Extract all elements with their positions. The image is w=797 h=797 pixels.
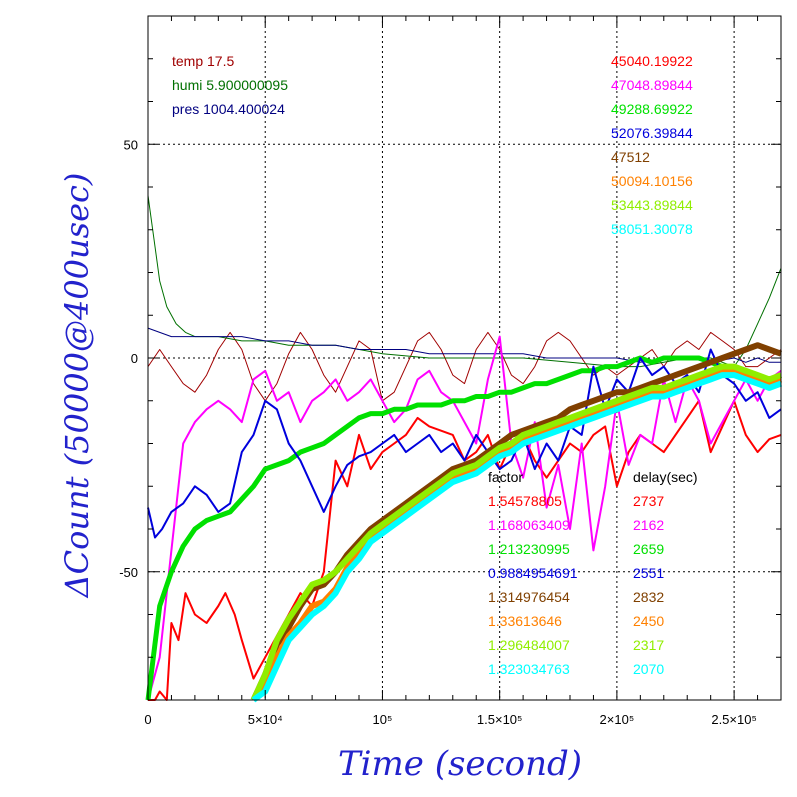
series-lines xyxy=(145,335,783,703)
series-mean-label: 58051.30078 xyxy=(611,221,693,237)
y-axis-title: ΔCount (50000@400usec) xyxy=(58,173,96,600)
y-tick-label: -50 xyxy=(119,565,138,580)
series-mean-label: 47512 xyxy=(611,149,650,165)
series-mean-label: 49288.69922 xyxy=(611,101,693,117)
factor-value: 1.213230995 xyxy=(488,541,570,557)
x-tick-label: 1.5×10⁵ xyxy=(477,712,523,727)
delay-value: 2659 xyxy=(633,541,664,557)
delay-value: 2162 xyxy=(633,517,664,533)
series-line xyxy=(148,399,782,701)
y-tick-labels: -50 0 50 xyxy=(119,137,138,580)
x-tick-labels: 0 5×10⁴ 10⁵ 1.5×10⁵ 2×10⁵ 2.5×10⁵ xyxy=(144,712,756,727)
delay-value: 2070 xyxy=(633,661,664,677)
delay-value: 2317 xyxy=(633,637,664,653)
env-label: pres 1004.400024 xyxy=(172,101,285,117)
y-tick-label: 50 xyxy=(124,137,138,152)
factor-header: factor xyxy=(488,469,523,485)
env-label: temp 17.5 xyxy=(172,53,234,69)
factor-value: 1.168063409 xyxy=(488,517,570,533)
tick-marks xyxy=(147,15,782,701)
factor-value: 1.314976454 xyxy=(488,589,570,605)
x-tick-label: 2.5×10⁵ xyxy=(711,712,757,727)
env-line xyxy=(147,331,782,402)
x-tick-label: 2×10⁵ xyxy=(600,712,635,727)
series-mean-label: 50094.10156 xyxy=(611,173,693,189)
delay-value: 2832 xyxy=(633,589,664,605)
series-line xyxy=(251,372,783,703)
series-mean-label: 52076.39844 xyxy=(611,125,693,141)
delay-header: delay(sec) xyxy=(633,469,698,485)
series-line xyxy=(147,348,782,539)
delay-value: 2737 xyxy=(633,493,664,509)
y-tick-label: 0 xyxy=(131,351,138,366)
env-labels: temp 17.5 humi 5.900000095 pres 1004.40002… xyxy=(172,53,288,117)
factor-value: 1.33613646 xyxy=(488,613,562,629)
series-line xyxy=(145,355,781,701)
series-mean-label: 53443.89844 xyxy=(611,197,693,213)
delay-value: 2450 xyxy=(633,613,664,629)
series-line xyxy=(147,335,782,701)
factor-value: 1.323034763 xyxy=(488,661,570,677)
series-line xyxy=(250,363,783,702)
x-tick-label: 0 xyxy=(144,712,151,727)
delay-value: 2551 xyxy=(633,565,664,581)
x-tick-label: 5×10⁴ xyxy=(248,712,283,727)
x-axis-title: Time (second) xyxy=(338,744,582,784)
factor-delay-table: factor delay(sec) 1.54578805 2737 1.16806340… xyxy=(488,469,698,677)
factor-value: 0.9884954691 xyxy=(488,565,578,581)
env-label: humi 5.900000095 xyxy=(172,77,288,93)
series-mean-labels: 45040.19922 47048.89844 49288.69922 52076.3… xyxy=(611,53,693,237)
factor-value: 1.54578805 xyxy=(488,493,562,509)
series-mean-label: 45040.19922 xyxy=(611,53,693,69)
series-mean-label: 47048.89844 xyxy=(611,77,693,93)
x-tick-label: 10⁵ xyxy=(373,712,393,727)
factor-value: 1.296484007 xyxy=(488,637,570,653)
